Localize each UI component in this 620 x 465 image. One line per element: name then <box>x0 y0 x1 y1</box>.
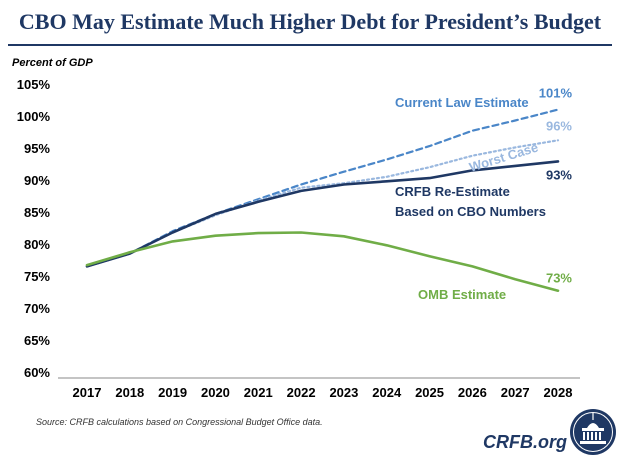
y-tick-label: 60% <box>24 365 50 380</box>
y-tick-label: 105% <box>17 77 51 92</box>
x-tick-label: 2027 <box>501 385 530 400</box>
x-tick-label: 2023 <box>329 385 358 400</box>
y-tick-label: 65% <box>24 333 50 348</box>
title-divider <box>8 44 612 46</box>
y-axis-label: Percent of GDP <box>12 57 93 69</box>
series-name-label: CRFB Re-Estimate <box>395 184 510 199</box>
y-tick-label: 95% <box>24 141 50 156</box>
y-tick-label: 90% <box>24 173 50 188</box>
y-tick-label: 75% <box>24 269 50 284</box>
series-line <box>85 160 560 268</box>
x-tick-label: 2026 <box>458 385 487 400</box>
y-tick-label: 85% <box>24 205 50 220</box>
series-end-value-label: 73% <box>546 271 572 286</box>
capitol-seal-logo <box>570 409 616 455</box>
y-tick-label: 100% <box>17 109 51 124</box>
series-name-label: Current Law Estimate <box>395 95 529 110</box>
chart-title: CBO May Estimate Much Higher Debt for Pr… <box>18 9 602 34</box>
x-tick-label: 2018 <box>115 385 144 400</box>
series-lines <box>85 108 560 292</box>
y-tick-label: 80% <box>24 237 50 252</box>
series-end-value-label: 101% <box>539 86 573 101</box>
source-note: Source: CRFB calculations based on Congr… <box>36 417 323 427</box>
series-name-label: OMB Estimate <box>418 287 506 302</box>
x-tick-label: 2017 <box>73 385 102 400</box>
x-tick-label: 2022 <box>287 385 316 400</box>
x-tick-label: 2025 <box>415 385 444 400</box>
y-axis-ticks: 60% 65% 70% 75% 80% 85% 90% 95% 100% 105% <box>17 77 51 380</box>
line-chart: 60%65%70%75%80%85%90%95%100%105% 2017 201… <box>12 57 580 400</box>
x-tick-label: 2024 <box>372 385 402 400</box>
series-end-value-label: 93% <box>546 167 572 182</box>
series-name-label: Worst Case <box>467 140 540 175</box>
y-tick-label: 70% <box>24 301 50 316</box>
x-tick-label: 2028 <box>544 385 573 400</box>
series-name-label: Based on CBO Numbers <box>395 204 546 219</box>
series-line <box>85 231 560 292</box>
x-axis-ticks: 2017 2018 2019 2020 2021 2022 2023 2024 2025 2026… <box>73 385 573 400</box>
x-tick-label: 2020 <box>201 385 230 400</box>
x-tick-label: 2021 <box>244 385 273 400</box>
x-tick-label: 2019 <box>158 385 187 400</box>
brand-link[interactable]: CRFB.org <box>483 432 567 452</box>
series-end-value-label: 96% <box>546 118 572 133</box>
